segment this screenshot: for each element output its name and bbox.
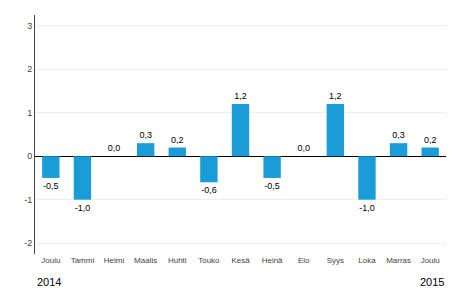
svg-text:Marras: Marras <box>386 256 411 265</box>
svg-text:-2: -2 <box>24 238 32 248</box>
svg-text:0: 0 <box>27 151 32 161</box>
svg-text:Huhti: Huhti <box>168 256 187 265</box>
svg-text:0,0: 0,0 <box>108 143 121 153</box>
svg-text:Heinä: Heinä <box>262 256 283 265</box>
svg-text:0,2: 0,2 <box>171 135 184 145</box>
svg-text:Kesä: Kesä <box>231 256 250 265</box>
svg-text:1,2: 1,2 <box>329 91 342 101</box>
svg-text:3: 3 <box>27 21 32 31</box>
svg-text:Touko: Touko <box>198 256 220 265</box>
svg-text:2: 2 <box>27 64 32 74</box>
svg-text:-1,0: -1,0 <box>75 203 91 213</box>
svg-text:Loka: Loka <box>358 256 376 265</box>
svg-text:Tammi: Tammi <box>71 256 95 265</box>
svg-text:2014: 2014 <box>37 276 61 288</box>
svg-text:0,3: 0,3 <box>139 130 152 140</box>
svg-text:Helmi: Helmi <box>104 256 125 265</box>
svg-text:0,0: 0,0 <box>297 143 310 153</box>
svg-text:0,2: 0,2 <box>424 135 437 145</box>
svg-text:Elo: Elo <box>298 256 310 265</box>
svg-text:Syys: Syys <box>327 256 344 265</box>
svg-text:-0,5: -0,5 <box>43 181 59 191</box>
svg-text:Joulu: Joulu <box>421 256 440 265</box>
svg-text:-0,5: -0,5 <box>264 181 280 191</box>
svg-text:-1,0: -1,0 <box>359 203 375 213</box>
svg-text:1,2: 1,2 <box>234 91 247 101</box>
svg-text:-1: -1 <box>24 195 32 205</box>
svg-text:-0,6: -0,6 <box>201 185 217 195</box>
svg-text:1: 1 <box>27 108 32 118</box>
svg-text:Maalis: Maalis <box>134 256 157 265</box>
svg-text:0,3: 0,3 <box>392 130 405 140</box>
svg-text:2015: 2015 <box>420 276 444 288</box>
svg-text:Joulu: Joulu <box>41 256 60 265</box>
